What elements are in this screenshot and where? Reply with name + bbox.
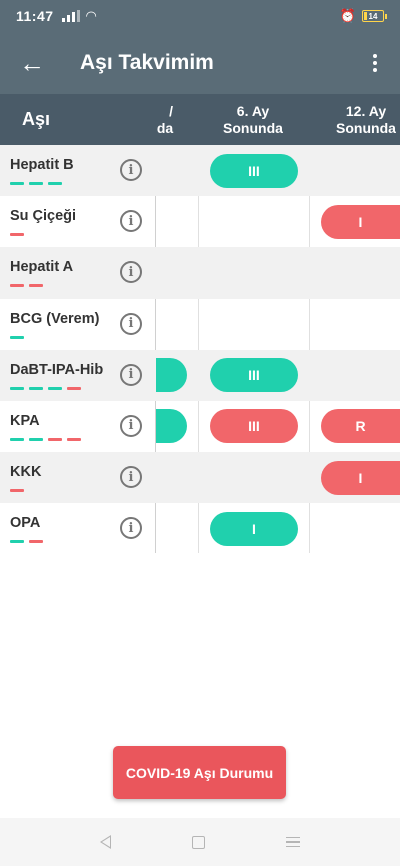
dose-pill[interactable]: III [210,153,298,188]
column-header-12-ay: 12. Ay Sonunda [336,103,396,136]
app-bar: ← Aşı Takvimim [0,32,400,94]
dose-pill[interactable]: I [321,460,400,495]
table-row: OPA i I [0,503,400,554]
wifi-icon: ◠ [85,8,97,23]
table-row: Su Çiçeği i I [0,196,400,247]
more-options-icon[interactable] [350,54,400,72]
back-arrow-icon[interactable]: ← [19,47,45,78]
table-row: BCG (Verem) i [0,299,400,350]
table-row: KKK i I [0,452,400,504]
column-header-6-ay: 6. Ay Sonunda [223,103,283,136]
recents-nav-icon[interactable] [285,836,300,848]
info-icon[interactable]: i [120,517,142,540]
battery-level: 14 [368,11,378,21]
dose-indicator [10,284,43,288]
vaccine-name: Hepatit A [10,259,74,276]
covid-status-button[interactable]: COVID-19 Aşı Durumu [113,746,286,799]
battery-icon: 14 [362,10,387,22]
table-row: Hepatit A i [0,247,400,299]
dose-pill[interactable] [156,409,187,444]
info-icon[interactable]: i [120,261,142,284]
dose-pill[interactable]: R [321,409,400,444]
table-header: Aşı / da 6. Ay Sonunda 12. Ay Sonunda [0,94,400,145]
signal-icon [61,10,80,22]
page-title: Aşı Takvimim [80,51,214,74]
vaccine-name: KKK [10,464,42,481]
status-bar: 11:47 ◠ ⏰ 14 [0,0,400,32]
dose-indicator [10,386,81,390]
dose-pill[interactable]: I [321,204,400,239]
grid-line [155,145,156,553]
info-icon[interactable]: i [120,466,142,489]
info-icon[interactable]: i [120,210,142,233]
table-row: KPA i III R [0,401,400,452]
vaccine-name: KPA [10,412,40,429]
info-icon[interactable]: i [120,312,142,335]
grid-line [309,145,310,553]
vaccine-name: Su Çiçeği [10,208,77,225]
vaccine-column-header: Aşı [22,109,51,129]
vaccine-name: DaBT-IPA-Hib [10,361,104,378]
dose-indicator [10,335,24,339]
column-header-partial: / da [156,103,174,136]
back-nav-icon[interactable] [100,835,112,849]
table-row: DaBT-IPA-Hib i III [0,349,400,401]
grid-line [198,145,199,553]
vaccine-name: BCG (Verem) [10,310,100,327]
dose-indicator [10,182,62,185]
info-icon[interactable]: i [120,414,142,437]
dose-indicator [10,540,43,544]
dose-pill[interactable]: I [210,511,298,546]
dose-indicator [10,489,24,493]
dose-indicator [10,437,81,441]
info-icon[interactable]: i [120,363,142,386]
info-icon[interactable]: i [120,159,142,181]
alarm-icon: ⏰ [339,8,356,23]
table-row: Hepatit B i III [0,145,400,197]
vaccine-name: OPA [10,515,41,532]
dose-indicator [10,233,24,237]
system-nav-bar [0,818,400,866]
vaccine-name: Hepatit B [10,157,74,173]
dose-pill[interactable] [156,358,187,393]
home-nav-icon[interactable] [191,835,205,849]
dose-pill[interactable]: III [210,409,298,444]
status-time: 11:47 [16,8,54,24]
dose-pill[interactable]: III [210,358,298,393]
